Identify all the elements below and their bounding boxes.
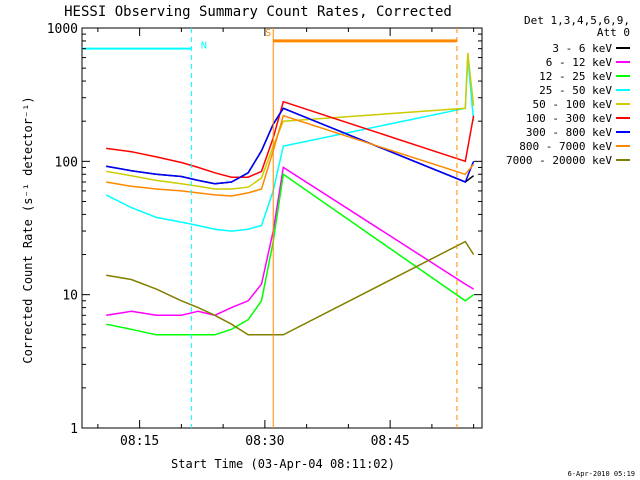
series-line-8 xyxy=(106,240,475,336)
plot-annotations: SN xyxy=(201,28,271,52)
y-tick-label: 100 xyxy=(55,155,78,170)
y-axis-ticks: 1 10 100 1000 xyxy=(47,22,482,437)
series-line-1 xyxy=(106,166,474,317)
legend-label-1: 6 - 12 keV xyxy=(546,56,613,69)
x-axis-ticks: 08:15 08:30 08:45 xyxy=(97,28,475,449)
legend-title-line-1: Det 1,3,4,5,6,9, xyxy=(524,14,630,27)
x-tick-label: 08:15 xyxy=(120,434,159,449)
y-tick-label: 10 xyxy=(62,289,78,304)
legend-label-7: 800 - 7000 keV xyxy=(519,140,612,153)
legend-label-3: 25 - 50 keV xyxy=(539,84,612,97)
series-line-3 xyxy=(105,57,475,232)
chart-title: HESSI Observing Summary Count Rates, Cor… xyxy=(64,4,452,20)
plot-frame xyxy=(81,27,483,429)
x-axis-label: Start Time (03-Apr-04 08:11:02) xyxy=(171,457,395,471)
legend-label-8: 7000 - 20000 keV xyxy=(506,154,612,167)
y-axis-label: Corrected Count Rate (s⁻¹ detector⁻¹) xyxy=(21,96,35,363)
series-line-6 xyxy=(106,107,475,185)
series-line-2 xyxy=(106,172,475,336)
timestamp: 6-Apr-2010 05:19 xyxy=(568,470,635,478)
legend-title-line-2: Att 0 xyxy=(597,26,630,39)
legend-label-0: 3 - 6 keV xyxy=(552,42,612,55)
plot-annotation-1: N xyxy=(201,41,207,52)
plot-annotation-0: S xyxy=(265,28,271,39)
series-line-7 xyxy=(106,114,475,197)
y-tick-label: 1000 xyxy=(47,22,78,37)
legend-label-6: 300 - 800 keV xyxy=(526,126,612,139)
y-tick-label: 1 xyxy=(70,422,78,437)
attenuator-level-lines xyxy=(82,39,457,50)
legend-label-4: 50 - 100 keV xyxy=(533,98,613,111)
series-lines xyxy=(105,52,475,336)
x-tick-label: 08:45 xyxy=(371,434,410,449)
legend-label-5: 100 - 300 keV xyxy=(526,112,612,125)
legend-label-2: 12 - 25 keV xyxy=(539,70,612,83)
series-line-4 xyxy=(106,52,475,190)
x-tick-label: 08:30 xyxy=(245,434,284,449)
series-line-5 xyxy=(106,100,475,178)
vertical-markers xyxy=(190,28,458,428)
